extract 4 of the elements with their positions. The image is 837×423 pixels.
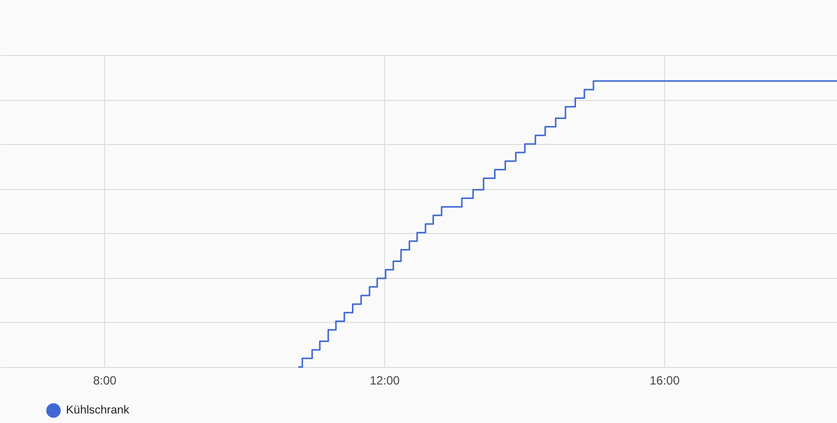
x-tick-label: 12:00 bbox=[370, 374, 400, 388]
legend-label: Kühlschrank bbox=[66, 404, 130, 416]
x-tick-label: 8:00 bbox=[93, 374, 117, 388]
x-tick-label: 16:00 bbox=[650, 374, 680, 388]
